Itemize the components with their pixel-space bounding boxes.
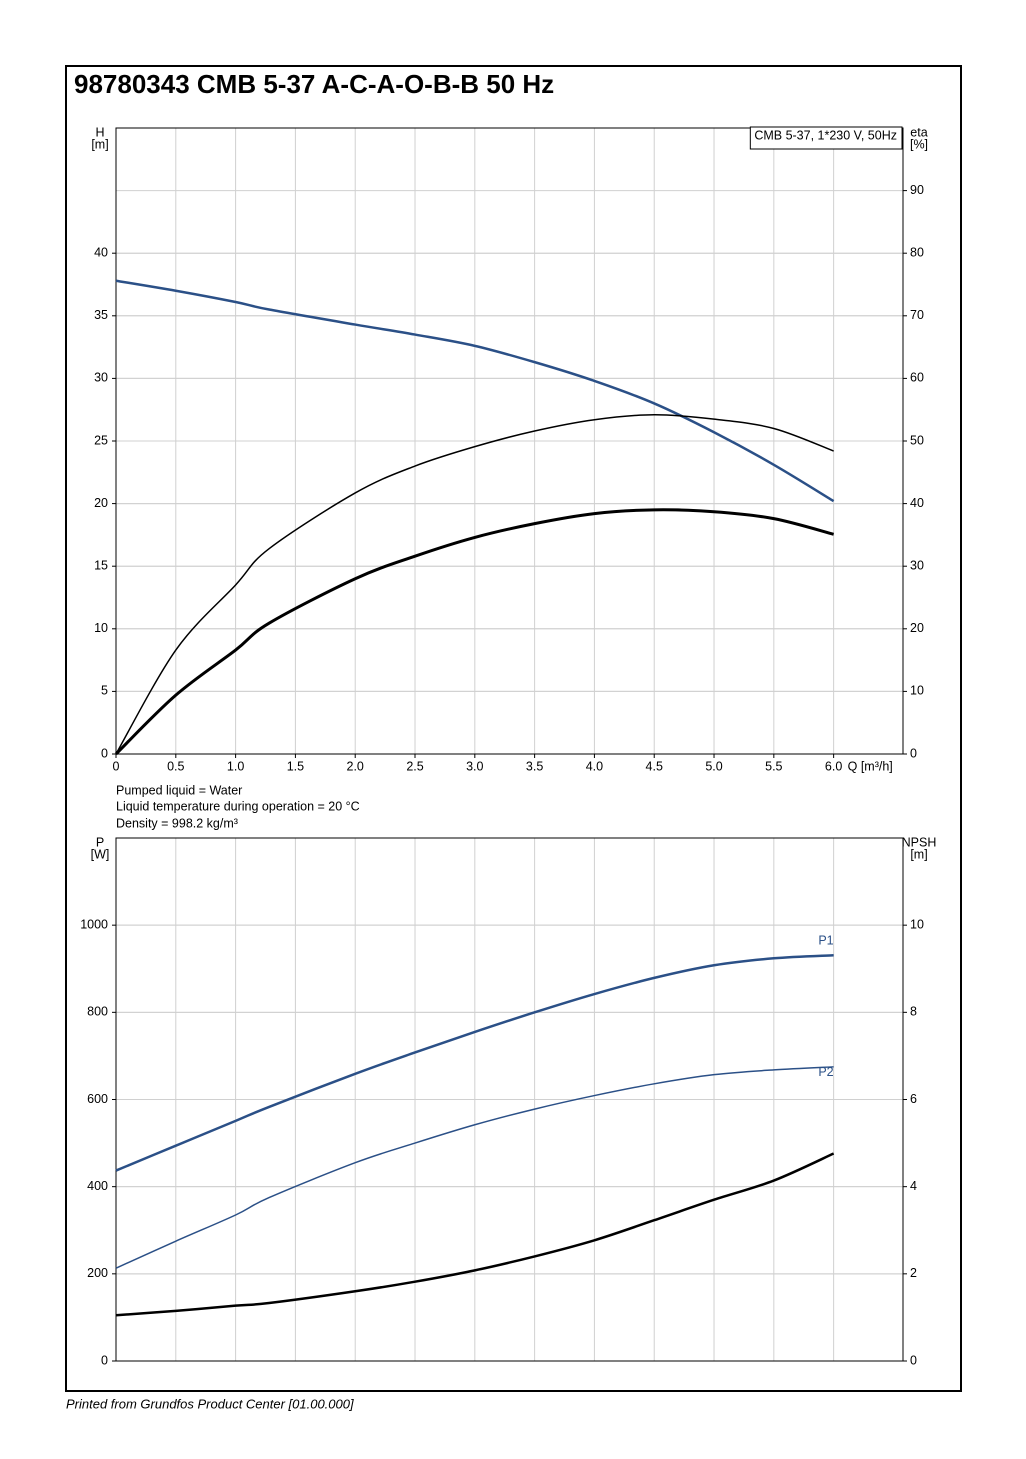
y2-axis-label: [m] [910, 847, 927, 861]
y-tick-label: 15 [94, 558, 108, 572]
x-tick-label: 2.5 [406, 759, 423, 773]
footer: Printed from Grundfos Product Center [01… [66, 1396, 354, 1411]
curve [114, 508, 835, 756]
y-tick-label: 1000 [80, 917, 108, 931]
x-tick-label: 0.5 [167, 759, 184, 773]
y-axis-label: [W] [91, 847, 110, 861]
y2-axis-label: [%] [910, 137, 928, 151]
y2-tick-label: 10 [910, 684, 924, 698]
x-tick-label: 3.0 [466, 759, 483, 773]
y-tick-label: 800 [87, 1005, 108, 1019]
y-tick-label: 0 [101, 1353, 108, 1367]
note: Pumped liquid = Water [116, 783, 242, 797]
x-tick-label: 3.5 [526, 759, 543, 773]
y2-tick-label: 50 [910, 433, 924, 447]
y2-tick-label: 0 [910, 1353, 917, 1367]
y2-axis-label: NPSH [902, 835, 937, 849]
x-tick-label: 5.0 [705, 759, 722, 773]
y2-tick-label: 70 [910, 308, 924, 322]
y-tick-label: 0 [101, 746, 108, 760]
y2-tick-label: 8 [910, 1005, 917, 1019]
plot-frame [115, 127, 904, 755]
x-tick-label: 4.0 [586, 759, 603, 773]
y-tick-label: 600 [87, 1092, 108, 1106]
y-axis-label: P [96, 835, 104, 849]
note: Liquid temperature during operation = 20… [116, 799, 360, 813]
y2-tick-label: 10 [910, 917, 924, 931]
note: Density = 998.2 kg/m³ [116, 816, 238, 830]
x-tick-label: 0 [113, 759, 120, 773]
legend-box-text: CMB 5-37, 1*230 V, 50Hz [754, 128, 897, 142]
x-tick-label: 2.0 [347, 759, 364, 773]
y-tick-label: 400 [87, 1179, 108, 1193]
x-tick-label: 6.0 [825, 759, 842, 773]
y-tick-label: 25 [94, 433, 108, 447]
curve [115, 279, 835, 503]
y-axis-label: H [95, 125, 104, 139]
y-tick-label: 5 [101, 684, 108, 698]
x-axis-label: Q [m³/h] [848, 759, 893, 773]
curve-label: P2 [818, 1065, 833, 1079]
curve [115, 413, 834, 755]
y2-tick-label: 90 [910, 183, 924, 197]
legend-box [749, 126, 903, 150]
curve [115, 953, 834, 1172]
curve-label: P1 [818, 934, 833, 948]
x-tick-label: 1.5 [287, 759, 304, 773]
y2-tick-label: 20 [910, 621, 924, 635]
y2-tick-label: 2 [910, 1266, 917, 1280]
x-tick-label: 4.5 [646, 759, 663, 773]
y2-tick-label: 6 [910, 1092, 917, 1106]
y2-axis-label: eta [910, 125, 927, 139]
y-tick-label: 30 [94, 371, 108, 385]
y-tick-label: 20 [94, 496, 108, 510]
y2-tick-label: 60 [910, 371, 924, 385]
y-axis-label: [m] [91, 137, 108, 151]
y-tick-label: 40 [94, 245, 108, 259]
plot-frame [115, 837, 904, 1362]
y2-tick-label: 40 [910, 496, 924, 510]
frame [65, 65, 962, 1392]
x-tick-label: 1.0 [227, 759, 244, 773]
page-title: 98780343 CMB 5-37 A-C-A-O-B-B 50 Hz [74, 69, 554, 99]
y-tick-label: 35 [94, 308, 108, 322]
y2-tick-label: 30 [910, 558, 924, 572]
y2-tick-label: 0 [910, 746, 917, 760]
y2-tick-label: 4 [910, 1179, 917, 1193]
curve [115, 1066, 834, 1269]
x-tick-label: 5.5 [765, 759, 782, 773]
y-tick-label: 200 [87, 1266, 108, 1280]
y2-tick-label: 80 [910, 245, 924, 259]
y-tick-label: 10 [94, 621, 108, 635]
curve [115, 1152, 835, 1317]
